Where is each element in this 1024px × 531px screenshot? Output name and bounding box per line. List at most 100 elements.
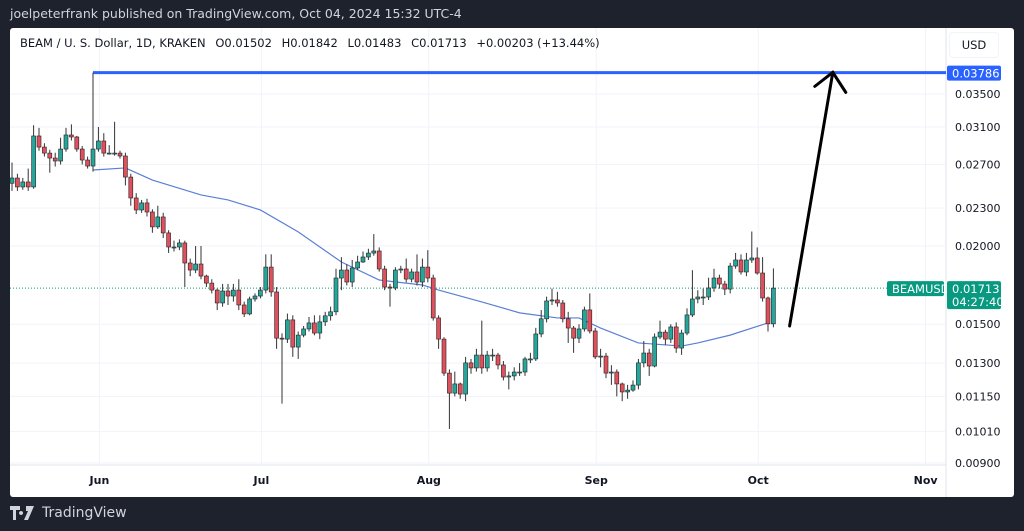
- candle[interactable]: [366, 248, 371, 260]
- candle[interactable]: [565, 311, 571, 343]
- candle[interactable]: [511, 367, 517, 381]
- candle[interactable]: [312, 315, 317, 336]
- candle[interactable]: [533, 327, 539, 362]
- candle[interactable]: [20, 177, 26, 190]
- candle[interactable]: [285, 313, 290, 343]
- candle[interactable]: [317, 315, 323, 340]
- candle[interactable]: [765, 296, 771, 332]
- candle[interactable]: [463, 356, 468, 402]
- candle[interactable]: [339, 257, 344, 291]
- candle[interactable]: [706, 277, 711, 300]
- candle[interactable]: [112, 121, 117, 156]
- candle[interactable]: [25, 168, 31, 191]
- candle[interactable]: [166, 230, 171, 253]
- candle[interactable]: [474, 348, 479, 372]
- candle[interactable]: [754, 247, 760, 275]
- candle[interactable]: [722, 280, 728, 296]
- candle[interactable]: [96, 126, 101, 152]
- candle[interactable]: [603, 352, 609, 379]
- candle[interactable]: [139, 199, 144, 213]
- candle[interactable]: [560, 299, 566, 323]
- candle[interactable]: [349, 259, 355, 288]
- candle[interactable]: [398, 265, 404, 274]
- candle[interactable]: [290, 315, 296, 357]
- candle[interactable]: [625, 384, 630, 399]
- candle[interactable]: [220, 283, 225, 307]
- candle[interactable]: [274, 287, 279, 349]
- candle[interactable]: [436, 315, 441, 349]
- candle[interactable]: [9, 162, 15, 191]
- candle[interactable]: [441, 337, 447, 376]
- candle[interactable]: [679, 329, 684, 355]
- symbol-name[interactable]: BEAM / U. S. Dollar, 1D, KRAKEN: [20, 36, 206, 50]
- candle[interactable]: [52, 152, 58, 167]
- candle[interactable]: [36, 127, 42, 151]
- candle[interactable]: [241, 301, 247, 318]
- candle[interactable]: [522, 356, 528, 376]
- candle[interactable]: [420, 258, 425, 288]
- candle[interactable]: [177, 239, 182, 251]
- candle[interactable]: [47, 149, 53, 173]
- candle[interactable]: [31, 125, 36, 189]
- candle[interactable]: [198, 246, 204, 280]
- candle[interactable]: [101, 133, 107, 157]
- candle[interactable]: [684, 308, 690, 336]
- candle[interactable]: [74, 135, 80, 152]
- candle[interactable]: [673, 322, 679, 353]
- arrow-drawing[interactable]: [788, 70, 848, 328]
- candle[interactable]: [58, 137, 63, 165]
- candle[interactable]: [322, 311, 328, 327]
- candle[interactable]: [344, 264, 350, 286]
- candle[interactable]: [279, 333, 285, 404]
- candle[interactable]: [90, 72, 96, 172]
- candle[interactable]: [749, 231, 755, 263]
- candle[interactable]: [69, 124, 74, 141]
- candle[interactable]: [733, 252, 738, 269]
- candle[interactable]: [204, 274, 209, 288]
- candle[interactable]: [382, 265, 387, 291]
- candle[interactable]: [258, 287, 263, 299]
- candle[interactable]: [182, 240, 188, 288]
- candle[interactable]: [619, 382, 625, 402]
- candle[interactable]: [549, 288, 555, 305]
- candle[interactable]: [700, 288, 706, 305]
- candle[interactable]: [193, 246, 198, 274]
- candle[interactable]: [528, 352, 533, 364]
- candle[interactable]: [479, 320, 485, 374]
- candle[interactable]: [576, 324, 582, 343]
- candle[interactable]: [155, 205, 161, 229]
- candle[interactable]: [636, 358, 641, 390]
- candle[interactable]: [501, 361, 506, 381]
- candle[interactable]: [544, 296, 549, 323]
- candle[interactable]: [187, 258, 193, 277]
- candle[interactable]: [150, 209, 155, 233]
- candle[interactable]: [328, 306, 333, 321]
- candle[interactable]: [225, 283, 231, 305]
- candle[interactable]: [663, 329, 668, 345]
- candle[interactable]: [360, 251, 366, 263]
- candle[interactable]: [209, 279, 215, 294]
- candle[interactable]: [452, 371, 458, 397]
- currency-button[interactable]: USD: [949, 32, 999, 58]
- candle[interactable]: [42, 143, 47, 157]
- candle[interactable]: [247, 296, 252, 316]
- candle[interactable]: [79, 146, 85, 165]
- candle[interactable]: [128, 173, 134, 206]
- candle[interactable]: [387, 283, 393, 307]
- candle[interactable]: [133, 193, 139, 215]
- candle[interactable]: [668, 324, 674, 343]
- candle[interactable]: [403, 258, 409, 283]
- candle[interactable]: [106, 145, 112, 155]
- candle[interactable]: [414, 254, 420, 286]
- candle[interactable]: [695, 290, 701, 304]
- candle[interactable]: [144, 198, 150, 217]
- candle[interactable]: [263, 254, 269, 294]
- candle[interactable]: [592, 327, 598, 359]
- candle[interactable]: [393, 267, 398, 291]
- candle[interactable]: [214, 288, 220, 311]
- candle[interactable]: [490, 348, 495, 362]
- candle[interactable]: [646, 348, 652, 376]
- candle[interactable]: [117, 150, 123, 159]
- candle[interactable]: [538, 310, 544, 338]
